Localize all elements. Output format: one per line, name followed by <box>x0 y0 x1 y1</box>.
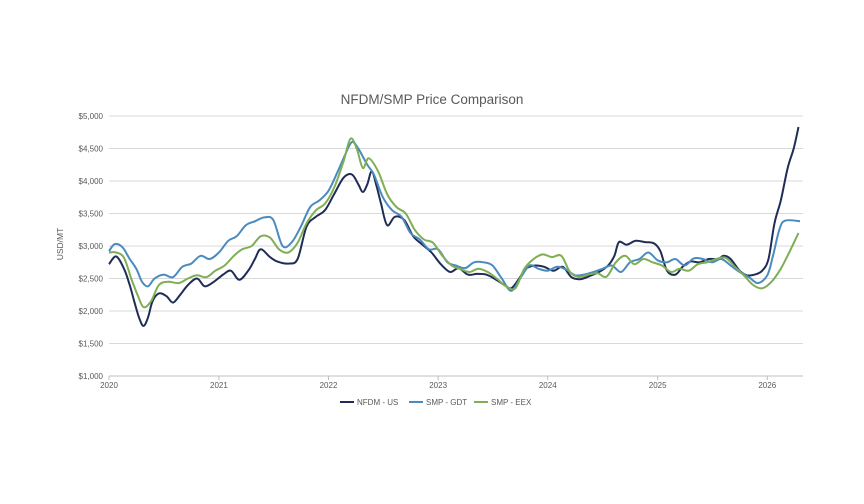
y-tick-label: $2,000 <box>79 307 104 316</box>
legend-label: SMP - EEX <box>491 398 532 407</box>
x-tick-label: 2025 <box>649 381 667 390</box>
y-tick-label: $5,000 <box>79 112 104 121</box>
y-axis-title: USD/MT <box>55 228 65 261</box>
x-tick-label: 2024 <box>539 381 557 390</box>
x-tick-label: 2020 <box>100 381 118 390</box>
y-tick-label: $3,000 <box>79 242 104 251</box>
gridlines <box>109 115 803 377</box>
y-tick-label: $4,500 <box>79 145 104 154</box>
x-axis: 2020 2021 2022 2023 2024 2025 2026 <box>100 375 803 390</box>
x-tick-label: 2021 <box>210 381 228 390</box>
x-tick-label: 2023 <box>429 381 447 390</box>
legend-label: SMP - GDT <box>426 398 467 407</box>
x-tick-label: 2026 <box>758 381 776 390</box>
y-tick-label: $4,000 <box>79 177 104 186</box>
y-tick-label: $3,500 <box>79 210 104 219</box>
series-line-nfdm-us <box>108 126 800 327</box>
chart-title: NFDM/SMP Price Comparison <box>340 92 524 107</box>
legend: NFDM - US SMP - GDT SMP - EEX <box>340 398 532 407</box>
y-tick-label: $2,500 <box>79 275 104 284</box>
y-axis-ticks: $1,000 $1,500 $2,000 $2,500 $3,000 $3,500 $4,0… <box>79 112 104 381</box>
legend-label: NFDM - US <box>357 398 398 407</box>
series-lines <box>108 126 801 327</box>
x-tick-label: 2022 <box>320 381 338 390</box>
y-tick-label: $1,500 <box>79 340 104 349</box>
y-tick-label: $1,000 <box>79 372 104 381</box>
series-line-smp-gdt <box>108 140 801 292</box>
series-line-smp-eex <box>108 137 800 309</box>
